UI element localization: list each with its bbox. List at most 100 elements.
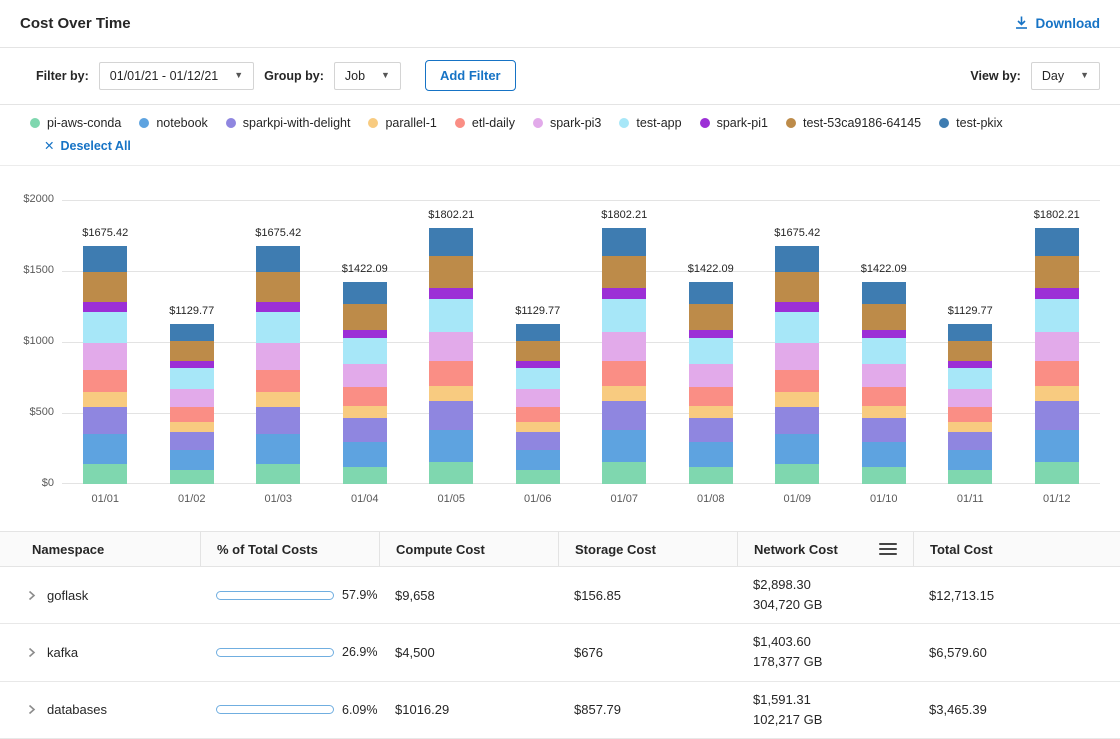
bar-segment-test-pkix[interactable] (429, 228, 474, 257)
bar-segment-spark-pi3[interactable] (688, 363, 733, 388)
stacked-bar-01/06[interactable] (515, 323, 560, 484)
bar-segment-sparkpi-with-delight[interactable] (948, 431, 993, 451)
bar-segment-pi-aws-conda[interactable] (1034, 462, 1079, 484)
legend-item-notebook[interactable]: notebook (139, 116, 208, 130)
bar-segment-spark-pi3[interactable] (602, 331, 647, 362)
column-header-network-cost[interactable]: Network Cost (737, 532, 913, 566)
bar-segment-test-pkix[interactable] (515, 323, 560, 342)
legend-item-test-app[interactable]: test-app (619, 116, 682, 130)
bar-segment-test-pkix[interactable] (688, 282, 733, 305)
stacked-bar-01/04[interactable] (342, 282, 387, 484)
bar-segment-notebook[interactable] (256, 434, 301, 464)
bar-segment-test-pkix[interactable] (602, 228, 647, 257)
bar-segment-parallel-1[interactable] (169, 422, 214, 432)
bar-segment-test-pkix[interactable] (861, 282, 906, 305)
bar-segment-pi-aws-conda[interactable] (515, 470, 560, 484)
stacked-bar-01/08[interactable] (688, 282, 733, 484)
bar-segment-spark-pi3[interactable] (775, 342, 820, 370)
bar-segment-parallel-1[interactable] (861, 406, 906, 419)
bar-segment-parallel-1[interactable] (342, 406, 387, 419)
group-by-select[interactable]: Job ▼ (333, 61, 401, 90)
bar-segment-spark-pi1[interactable] (1034, 288, 1079, 299)
add-filter-button[interactable]: Add Filter (424, 60, 516, 91)
legend-item-test-pkix[interactable]: test-pkix (939, 116, 1003, 130)
bar-segment-notebook[interactable] (948, 450, 993, 471)
bar-segment-parallel-1[interactable] (515, 422, 560, 432)
bar-segment-sparkpi-with-delight[interactable] (688, 418, 733, 442)
bar-segment-test-app[interactable] (602, 298, 647, 332)
bar-segment-spark-pi3[interactable] (515, 388, 560, 408)
bar-segment-spark-pi3[interactable] (169, 388, 214, 408)
legend-item-spark-pi3[interactable]: spark-pi3 (532, 116, 601, 130)
bar-segment-spark-pi3[interactable] (342, 363, 387, 388)
column-header-namespace[interactable]: Namespace (16, 532, 200, 566)
bar-segment-spark-pi1[interactable] (342, 329, 387, 338)
bar-segment-etl-daily[interactable] (775, 369, 820, 393)
namespace-cell[interactable]: goflask (16, 580, 200, 611)
bar-segment-spark-pi1[interactable] (775, 302, 820, 312)
bar-segment-test-app[interactable] (515, 367, 560, 389)
bar-segment-etl-daily[interactable] (83, 369, 128, 393)
column-header-storage-cost[interactable]: Storage Cost (558, 532, 737, 566)
stacked-bar-01/02[interactable] (169, 323, 214, 484)
bar-segment-etl-daily[interactable] (948, 407, 993, 423)
bar-segment-test-app[interactable] (1034, 298, 1079, 332)
bar-segment-test-app[interactable] (775, 311, 820, 343)
expand-chevron-icon[interactable] (26, 647, 37, 658)
bar-segment-pi-aws-conda[interactable] (429, 462, 474, 484)
bar-segment-test-53ca9186-64145[interactable] (429, 256, 474, 289)
bar-segment-spark-pi1[interactable] (256, 302, 301, 312)
bar-segment-test-53ca9186-64145[interactable] (256, 272, 301, 303)
view-by-select[interactable]: Day ▼ (1030, 61, 1100, 90)
stacked-bar-01/01[interactable] (83, 246, 128, 484)
bar-segment-notebook[interactable] (83, 434, 128, 464)
bar-segment-test-app[interactable] (169, 367, 214, 389)
legend-item-test-53ca9186-64145[interactable]: test-53ca9186-64145 (785, 116, 921, 130)
bar-segment-spark-pi3[interactable] (256, 342, 301, 370)
legend-item-pi-aws-conda[interactable]: pi-aws-conda (30, 116, 121, 130)
bar-segment-spark-pi3[interactable] (1034, 331, 1079, 362)
namespace-cell[interactable]: kafka (16, 637, 200, 668)
stacked-bar-01/12[interactable] (1034, 228, 1079, 484)
bar-segment-test-pkix[interactable] (256, 246, 301, 273)
bar-segment-parallel-1[interactable] (775, 392, 820, 407)
bar-segment-sparkpi-with-delight[interactable] (429, 400, 474, 431)
bar-segment-etl-daily[interactable] (169, 407, 214, 423)
download-button[interactable]: Download (1014, 15, 1100, 33)
bar-segment-test-pkix[interactable] (775, 246, 820, 273)
bar-segment-test-app[interactable] (429, 298, 474, 332)
bar-segment-notebook[interactable] (515, 450, 560, 471)
column-header-total-cost[interactable]: Total Cost (913, 532, 1104, 566)
bar-segment-etl-daily[interactable] (342, 387, 387, 407)
bar-segment-etl-daily[interactable] (1034, 361, 1079, 386)
bar-segment-spark-pi1[interactable] (169, 361, 214, 368)
bar-segment-notebook[interactable] (1034, 430, 1079, 463)
bar-segment-test-53ca9186-64145[interactable] (948, 341, 993, 362)
bar-segment-spark-pi1[interactable] (688, 329, 733, 338)
bar-segment-test-pkix[interactable] (1034, 228, 1079, 257)
deselect-all-button[interactable]: ✕ Deselect All (44, 138, 131, 154)
bar-segment-test-app[interactable] (256, 311, 301, 343)
bar-segment-sparkpi-with-delight[interactable] (1034, 400, 1079, 431)
bar-segment-sparkpi-with-delight[interactable] (342, 418, 387, 442)
legend-item-sparkpi-with-delight[interactable]: sparkpi-with-delight (225, 116, 350, 130)
bar-segment-etl-daily[interactable] (688, 387, 733, 407)
bar-segment-sparkpi-with-delight[interactable] (861, 418, 906, 442)
bar-segment-parallel-1[interactable] (602, 385, 647, 401)
bar-segment-test-pkix[interactable] (342, 282, 387, 305)
bar-segment-spark-pi1[interactable] (948, 361, 993, 368)
bar-segment-notebook[interactable] (688, 441, 733, 467)
bar-segment-sparkpi-with-delight[interactable] (602, 400, 647, 431)
bar-segment-spark-pi1[interactable] (429, 288, 474, 299)
bar-segment-test-app[interactable] (948, 367, 993, 389)
bar-segment-etl-daily[interactable] (429, 361, 474, 386)
bar-segment-test-53ca9186-64145[interactable] (515, 341, 560, 362)
bar-segment-spark-pi3[interactable] (861, 363, 906, 388)
bar-segment-pi-aws-conda[interactable] (602, 462, 647, 484)
stacked-bar-01/09[interactable] (775, 246, 820, 484)
bar-segment-test-53ca9186-64145[interactable] (861, 304, 906, 330)
bar-segment-test-53ca9186-64145[interactable] (602, 256, 647, 289)
bar-segment-test-app[interactable] (83, 311, 128, 343)
bar-segment-sparkpi-with-delight[interactable] (515, 431, 560, 451)
bar-segment-parallel-1[interactable] (256, 392, 301, 407)
